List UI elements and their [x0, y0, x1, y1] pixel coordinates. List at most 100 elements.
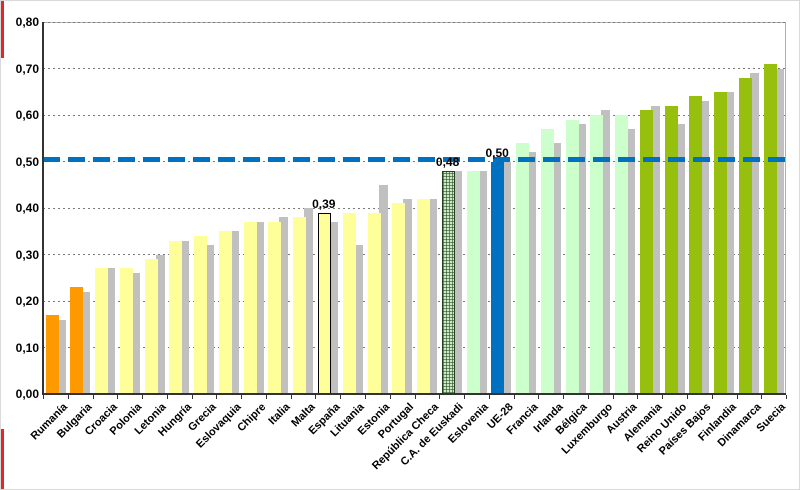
y-tick-label: 0,30 — [15, 247, 39, 262]
bar-main-11 — [317, 212, 331, 394]
bar-main-26 — [689, 96, 703, 394]
bar-secondary-11 — [328, 221, 338, 394]
red-edge-marker-top — [1, 1, 4, 58]
x-axis-tick — [513, 395, 515, 399]
x-axis-tick — [736, 395, 738, 399]
bar-main-14 — [392, 203, 406, 394]
x-axis-tick — [166, 395, 168, 399]
bar-main-9 — [268, 221, 282, 394]
x-axis-tick — [315, 395, 317, 399]
x-axis-line — [42, 393, 786, 395]
y-tick-label: 0,20 — [15, 294, 39, 308]
bar-main-21 — [565, 119, 579, 394]
bar-main-24 — [639, 110, 653, 394]
bar-main-13 — [367, 212, 381, 394]
data-label: 0,48 — [435, 154, 460, 169]
bar-secondary-26 — [700, 101, 710, 394]
x-axis-tick — [191, 395, 193, 399]
x-axis-tick — [637, 395, 639, 399]
y-tick-label: 0,50 — [15, 154, 39, 169]
x-axis-tick — [265, 395, 267, 399]
bar-secondary-21 — [576, 124, 586, 394]
x-axis-tick — [365, 395, 366, 399]
bar-main-8 — [243, 221, 257, 394]
bar-main-1 — [70, 287, 84, 395]
bar-secondary-14 — [403, 198, 413, 394]
x-axis-tick — [686, 395, 688, 399]
y-tick-label: 0,80 — [15, 15, 39, 29]
bar-secondary-24 — [650, 105, 660, 394]
bar-secondary-3 — [130, 273, 140, 394]
x-axis-tick — [563, 395, 565, 399]
data-label: 0,39 — [312, 196, 336, 211]
x-axis-tick — [241, 395, 243, 399]
bar-secondary-15 — [428, 198, 437, 394]
x-axis-tick — [43, 395, 44, 399]
bar-secondary-20 — [551, 142, 561, 394]
bar-main-27 — [714, 91, 728, 395]
bar-main-23 — [615, 115, 629, 394]
bar-main-5 — [169, 240, 183, 394]
bar-main-15 — [417, 198, 430, 394]
gridline — [43, 347, 786, 348]
bar-main-17 — [466, 170, 480, 394]
gridline — [43, 68, 786, 69]
bar-secondary-1 — [81, 291, 91, 394]
bar-secondary-18 — [502, 161, 512, 394]
bar-secondary-12 — [353, 245, 363, 394]
x-axis-tick — [711, 395, 713, 399]
bar-secondary-27 — [725, 91, 735, 395]
x-axis-tick — [439, 395, 441, 399]
bar-main-10 — [293, 217, 307, 394]
y-tick-label: 0,40 — [15, 201, 39, 215]
gridline — [43, 207, 786, 209]
x-axis-tick — [612, 395, 614, 399]
x-axis-tick — [587, 395, 589, 399]
bar-main-12 — [342, 212, 356, 394]
data-label: 0,50 — [485, 145, 509, 160]
y-tick-label: 0,60 — [15, 108, 39, 122]
bar-secondary-8 — [254, 221, 264, 394]
red-edge-marker-bottom — [1, 429, 4, 489]
bar-main-16 — [441, 170, 455, 394]
x-axis-tick — [290, 395, 292, 399]
x-axis-tick — [414, 395, 416, 399]
bar-secondary-10 — [304, 208, 314, 394]
x-axis-tick — [92, 395, 94, 399]
x-axis-tick — [216, 395, 218, 399]
bar-secondary-17 — [477, 170, 487, 394]
x-axis-tick — [662, 395, 664, 399]
bar-main-6 — [194, 235, 208, 394]
y-axis-line — [42, 22, 44, 395]
x-axis-tick — [142, 395, 144, 399]
bar-main-20 — [540, 129, 554, 394]
bar-secondary-2 — [106, 268, 115, 394]
bar-secondary-4 — [155, 254, 165, 394]
bar-secondary-22 — [601, 110, 611, 394]
bar-main-28 — [739, 77, 752, 394]
bar-secondary-9 — [279, 217, 289, 394]
bar-secondary-29 — [774, 68, 784, 394]
bar-main-4 — [144, 259, 158, 394]
x-axis-tick — [488, 395, 490, 399]
x-axis-tick — [389, 395, 391, 399]
bar-main-7 — [218, 231, 232, 395]
x-axis-tick — [538, 395, 540, 399]
bar-main-25 — [664, 105, 678, 394]
bar-secondary-7 — [229, 231, 239, 395]
x-axis-tick — [117, 395, 119, 399]
bar-secondary-25 — [675, 124, 685, 394]
bar-main-29 — [763, 63, 777, 394]
bar-main-18 — [491, 161, 505, 394]
reference-line — [43, 156, 786, 162]
gridline — [43, 300, 786, 302]
x-axis-tick — [786, 395, 787, 399]
x-axis-tick — [464, 395, 465, 399]
bar-main-3 — [119, 268, 133, 394]
gridline — [43, 21, 786, 23]
y-tick-label: 0,70 — [15, 61, 39, 76]
bar-secondary-6 — [205, 245, 215, 394]
bar-main-0 — [45, 314, 59, 394]
bar-secondary-16 — [452, 170, 462, 394]
bar-main-19 — [516, 142, 530, 394]
